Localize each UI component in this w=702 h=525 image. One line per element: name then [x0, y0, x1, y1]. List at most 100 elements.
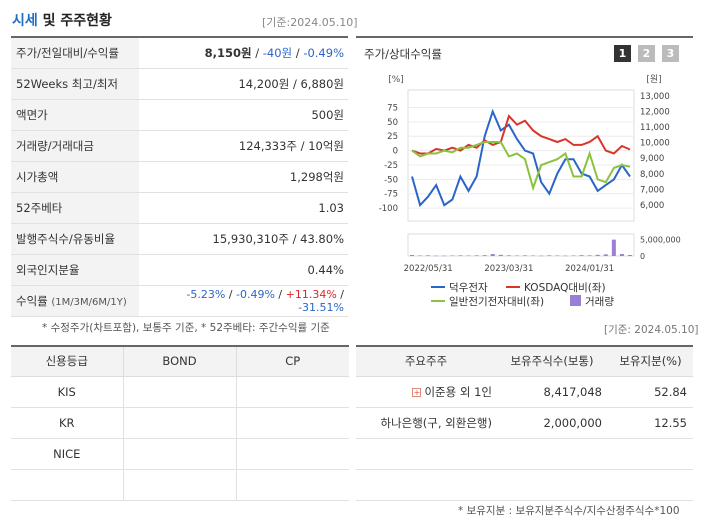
right-unit: [원]	[646, 74, 661, 85]
volume-frame	[407, 233, 635, 257]
legend: 덕우전자 KOSDAQ대비(좌) 일반전기전자대비(좌) 거래량	[431, 282, 614, 308]
right-tick-label: 8,000	[640, 170, 664, 180]
table-row	[11, 469, 349, 501]
x-tick-label: 2023/03/31	[484, 264, 533, 274]
volume-bar	[410, 255, 414, 256]
row-value: 1.03	[139, 192, 348, 224]
bond-cell	[122, 438, 236, 470]
chart-page-1-button[interactable]: 1	[614, 45, 631, 62]
major-shareholders-table: 주요주주 보유주식수(보통) 보유지분(%) + 이준용 외 1인 8,417,0…	[356, 345, 693, 501]
cp-cell	[235, 469, 349, 501]
row-value: 1,298억원	[139, 161, 348, 193]
return-1m: -5.23%	[186, 287, 226, 301]
section-title: 시세 및 주주현황	[12, 10, 112, 30]
chart-title: 주가/상대수익률	[364, 47, 442, 61]
empty-cell	[356, 438, 496, 470]
volume-tick-label: 5,000,000	[640, 236, 681, 245]
volume-bar	[434, 255, 439, 257]
chart-page-2-button[interactable]: 2	[638, 45, 655, 62]
chart-note: * 수정주가(차트포함), 보통주 기준, * 52주베타: 주간수익률 기준	[42, 322, 330, 334]
right-tick-label: 10,000	[640, 139, 670, 149]
legend-s4: 거래량	[585, 296, 614, 308]
row-label: 외국인지분율	[11, 254, 139, 286]
row-label: 52주베타	[11, 192, 139, 224]
volume-bar	[506, 255, 511, 256]
stock-chart: [%] [원] 75 50 25 0 -25 -50 -75 -100 13,000 12,00…	[379, 74, 681, 308]
empty-cell	[496, 469, 608, 501]
chart-page-3-button[interactable]: 3	[662, 45, 679, 62]
row-label: 액면가	[11, 99, 139, 131]
table-row: 수익률 (1M/3M/6M/1Y) -5.23% / -0.49% / +11.…	[11, 285, 348, 317]
separator: /	[292, 45, 304, 60]
holder-note: * 보유지분 : 보유지분주식수/지수산정주식수*100	[458, 505, 680, 517]
row-value: 500원	[139, 99, 348, 131]
volume-bar	[474, 255, 479, 256]
right-tick-label: 11,000	[640, 123, 670, 133]
volume-bar	[579, 255, 584, 256]
row-value: 15,930,310주 / 43.80%	[139, 223, 348, 255]
plot-frame	[407, 89, 635, 222]
return-3m: -0.49%	[236, 287, 275, 301]
return-6m: +11.34%	[285, 287, 337, 301]
volume-tick-label: 0	[640, 252, 645, 261]
volume-bar	[603, 254, 608, 256]
col-header: CP	[235, 346, 349, 377]
chart-panel: 주가/상대수익률 1 2 3 [%] [원] 75 50 25 0 -25 -50 -75 -…	[356, 36, 693, 310]
col-header: 보유주식수(보통)	[496, 346, 608, 377]
table-header-row: 신용등급 BOND CP	[11, 346, 349, 377]
empty-cell	[608, 438, 693, 470]
separator: /	[336, 287, 344, 301]
volume-bar	[563, 255, 568, 257]
row-label: 거래량/거래대금	[11, 130, 139, 162]
row-value: 0.44%	[139, 254, 348, 286]
holder-name-cell: + 이준용 외 1인	[356, 376, 496, 408]
legend-s1: 덕우전자	[449, 282, 488, 294]
cp-cell	[235, 407, 349, 439]
separator: /	[225, 287, 236, 301]
series-line-1	[411, 108, 631, 208]
row-label: 수익률 (1M/3M/6M/1Y)	[11, 285, 139, 317]
price-change: -40원	[262, 45, 293, 60]
table-row: 주가/전일대비/수익률 8,150원 / -40원 / -0.49%	[11, 37, 348, 69]
volume-bar	[490, 254, 495, 256]
return-1y: -31.51%	[298, 300, 344, 314]
series-line-2	[411, 114, 631, 155]
expand-plus-icon[interactable]: +	[412, 387, 422, 397]
x-tick-label: 2022/05/31	[404, 264, 453, 274]
empty-cell	[356, 469, 496, 501]
table-row: + 이준용 외 1인 8,417,048 52.84	[356, 376, 693, 408]
volume-bar	[466, 255, 471, 257]
bond-cell	[122, 469, 236, 501]
volume-bar	[555, 255, 560, 257]
left-tick-label: 50	[387, 118, 398, 128]
volume-bar	[418, 255, 423, 257]
agency-cell: KIS	[11, 376, 123, 408]
holder-shares: 2,000,000	[496, 407, 608, 439]
base-date: [기준:2024.05.10]	[262, 16, 358, 29]
empty-cell	[496, 438, 608, 470]
col-header: 주요주주	[356, 346, 496, 377]
price-value-cell: 8,150원 / -40원 / -0.49%	[139, 37, 348, 69]
col-header: 신용등급	[11, 346, 123, 377]
bond-cell	[122, 407, 236, 439]
volume-bar	[482, 255, 487, 256]
x-tick-label: 2024/01/31	[565, 264, 614, 274]
cp-cell	[235, 438, 349, 470]
volume-bar	[628, 255, 632, 256]
volume-bar	[442, 255, 447, 257]
right-tick-label: 9,000	[640, 154, 664, 164]
holder-name: 이준용 외 1인	[424, 384, 492, 399]
section-title-accent: 시세	[12, 13, 38, 29]
row-label: 발행주식수/유동비율	[11, 223, 139, 255]
section-title-rest: 및 주주현황	[37, 13, 112, 29]
volume-bar	[571, 255, 576, 257]
table-row: 시가총액 1,298억원	[11, 161, 348, 193]
table-header-row: 주요주주 보유주식수(보통) 보유지분(%)	[356, 346, 693, 377]
price-table: 주가/전일대비/수익률 8,150원 / -40원 / -0.49% 52Wee…	[11, 36, 348, 317]
row-label: 주가/전일대비/수익률	[11, 37, 139, 69]
base-date-2: [기준: 2024.05.10]	[604, 324, 699, 336]
left-tick-label: -25	[384, 161, 398, 171]
volume-bar	[587, 255, 592, 256]
series-line-3	[411, 141, 631, 192]
agency-cell	[11, 469, 123, 501]
